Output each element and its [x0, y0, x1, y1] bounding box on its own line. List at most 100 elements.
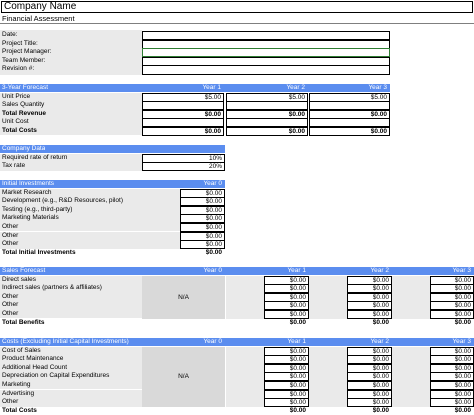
- costs-cell[interactable]: $0.00: [264, 372, 309, 382]
- forecast-cell[interactable]: $0.00: [226, 126, 308, 136]
- company-data-row-bg: [0, 162, 142, 171]
- forecast-cell[interactable]: $0.00: [142, 126, 224, 136]
- costs-cell[interactable]: $0.00: [347, 389, 392, 399]
- forecast-cell[interactable]: $5.00: [142, 92, 224, 102]
- sales-cell[interactable]: $0.00: [347, 301, 392, 311]
- initial-cell[interactable]: $0.00: [180, 240, 225, 250]
- forecast-cell[interactable]: [226, 118, 308, 128]
- company-data-value[interactable]: 10%: [142, 153, 225, 163]
- initial-cell[interactable]: $0.00: [180, 214, 225, 224]
- company-data-title: Company Data: [2, 144, 46, 152]
- costs-header-bar: [0, 338, 474, 346]
- costs-cell[interactable]: $0.00: [264, 355, 309, 365]
- company-data-label: Required rate of return: [2, 153, 68, 161]
- costs-gap-bg: [392, 346, 430, 407]
- costs-row-label: Cost of Sales: [2, 346, 41, 354]
- info-label: Revision #:: [2, 65, 35, 73]
- initial-cell[interactable]: $0.00: [180, 188, 225, 198]
- initial-title: Initial Investments: [2, 179, 55, 187]
- sales-cell[interactable]: $0.00: [347, 284, 392, 294]
- forecast-row-bg: [0, 126, 142, 136]
- forecast-row-bg: [0, 101, 142, 110]
- costs-row-bg: [0, 372, 142, 381]
- info-label-background: [0, 30, 142, 75]
- info-label: Project Manager:: [2, 48, 52, 56]
- sales-cell[interactable]: $0.00: [347, 292, 392, 302]
- company-data-value[interactable]: 20%: [142, 162, 225, 172]
- costs-year-label: Year 3: [452, 337, 471, 345]
- forecast-cell[interactable]: [309, 101, 390, 111]
- initial-row-bg: [0, 197, 142, 206]
- forecast-cell[interactable]: $0.00: [142, 109, 224, 119]
- costs-cell[interactable]: $0.00: [264, 389, 309, 399]
- costs-cell[interactable]: $0.00: [347, 355, 392, 365]
- sales-cell[interactable]: $0.00: [264, 301, 309, 311]
- costs-total-value: $0.00: [454, 406, 471, 414]
- info-label: Project Title:: [2, 39, 38, 47]
- sales-cell[interactable]: $0.00: [264, 292, 309, 302]
- initial-total-label: Total Initial Investments: [2, 248, 76, 256]
- forecast-cell[interactable]: [309, 118, 390, 128]
- costs-row-label: Depreciation on Capital Expenditures: [2, 372, 110, 380]
- sales-cell[interactable]: $0.00: [264, 309, 309, 319]
- sales-row-label: Other: [2, 309, 19, 317]
- info-input[interactable]: [142, 65, 390, 75]
- costs-cell[interactable]: $0.00: [264, 398, 309, 408]
- initial-row-bg: [0, 222, 142, 232]
- sales-year-label: Year 2: [370, 266, 389, 274]
- costs-row-label: Product Maintenance: [2, 355, 64, 363]
- initial-row-label: Marketing Materials: [2, 214, 59, 222]
- sales-cell[interactable]: $0.00: [347, 275, 392, 285]
- forecast-cell[interactable]: [142, 118, 224, 128]
- costs-cell[interactable]: $0.00: [347, 380, 392, 390]
- company-name-field[interactable]: Company Name: [1, 1, 473, 13]
- costs-cell[interactable]: $0.00: [264, 380, 309, 390]
- sales-cell[interactable]: $0.00: [347, 309, 392, 319]
- initial-row-label: Market Research: [2, 188, 52, 196]
- forecast-cell[interactable]: $0.00: [309, 109, 390, 119]
- sales-row-bg: [0, 284, 142, 293]
- forecast-cell[interactable]: $0.00: [226, 109, 308, 119]
- costs-row-bg: [0, 355, 142, 364]
- costs-total-label: Total Costs: [2, 406, 37, 414]
- initial-cell[interactable]: $0.00: [180, 231, 225, 241]
- costs-cell[interactable]: $0.00: [347, 363, 392, 373]
- forecast-year-label: Year 3: [368, 83, 387, 91]
- sales-cell[interactable]: $0.00: [264, 284, 309, 294]
- forecast-row-label: Total Revenue: [2, 109, 46, 117]
- initial-row-bg: [0, 188, 142, 198]
- costs-year-label: Year 1: [287, 337, 306, 345]
- forecast-row-bg: [0, 118, 142, 127]
- info-label: Team Member:: [2, 56, 46, 64]
- costs-year-label: Year 2: [370, 337, 389, 345]
- costs-row-label: Additional Head Count: [2, 363, 68, 371]
- sales-row-label: Indirect sales (partners & affiliates): [2, 284, 102, 292]
- costs-cell[interactable]: $0.00: [347, 398, 392, 408]
- costs-cell[interactable]: $0.00: [347, 372, 392, 382]
- forecast-cell[interactable]: [142, 101, 224, 111]
- sales-gap-bg: [309, 275, 347, 319]
- forecast-row-bg: [0, 92, 142, 102]
- initial-year-label: Year 0: [203, 179, 222, 187]
- company-data-header-bar: [0, 145, 225, 153]
- initial-cell[interactable]: $0.00: [180, 222, 225, 232]
- costs-cell[interactable]: $0.00: [264, 363, 309, 373]
- sales-title: Sales Forecast: [2, 266, 46, 274]
- initial-cell[interactable]: $0.00: [180, 205, 225, 215]
- sales-total-label: Total Benefits: [2, 318, 45, 326]
- initial-cell[interactable]: $0.00: [180, 197, 225, 207]
- costs-row-bg: [0, 363, 142, 373]
- sales-cell[interactable]: $0.00: [264, 275, 309, 285]
- forecast-cell[interactable]: [226, 101, 308, 111]
- costs-cell[interactable]: $0.00: [347, 346, 392, 356]
- forecast-row-label: Unit Price: [2, 92, 31, 100]
- forecast-cell[interactable]: $5.00: [226, 92, 308, 102]
- costs-cell[interactable]: $0.00: [264, 346, 309, 356]
- initial-row-label: Development (e.g., R&D Resources, pilot): [2, 197, 124, 205]
- forecast-cell[interactable]: $5.00: [309, 92, 390, 102]
- forecast-cell[interactable]: $0.00: [309, 126, 390, 136]
- sales-total-value: $0.00: [454, 318, 471, 326]
- costs-total-value: $0.00: [289, 406, 306, 414]
- costs-year-label: Year 0: [203, 337, 222, 345]
- costs-title: Costs (Excluding Initial Capital Investm…: [2, 337, 129, 345]
